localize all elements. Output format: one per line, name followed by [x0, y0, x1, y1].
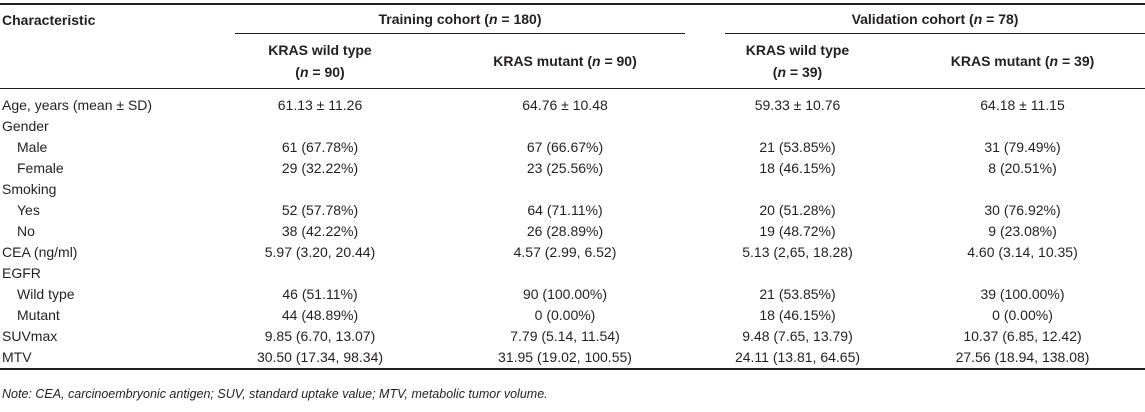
table-row: Smoking — [0, 179, 1145, 200]
row-value: 4.57 (2.99, 6.52) — [513, 244, 617, 260]
row-label: Female — [17, 160, 64, 176]
row-label: CEA (ng/ml) — [2, 244, 78, 260]
row-label: SUVmax — [2, 328, 58, 344]
row-value: 61 (67.78%) — [281, 139, 359, 155]
row-label: MTV — [0, 347, 205, 370]
row-value — [435, 263, 695, 284]
row-value: 61.13 ± 11.26 — [277, 97, 363, 113]
row-label: Wild type — [17, 286, 75, 302]
table-row: Wild type 46 (51.11%) 90 (100.00%) 21 (53.8… — [0, 284, 1145, 305]
row-value — [435, 179, 695, 200]
row-value: 31.95 (19.02, 100.55) — [435, 347, 695, 370]
header-training-kras-mutant: KRAS mutant (n = 90) — [493, 53, 637, 69]
header-empty — [0, 34, 205, 89]
row-value — [205, 179, 435, 200]
header-training-cohort: Training cohort (n = 180) — [205, 4, 695, 34]
row-value: 7.79 (5.14, 11.54) — [510, 328, 620, 344]
row-value — [900, 179, 1145, 200]
row-value: 19 (48.72%) — [759, 223, 836, 239]
table-row: Male 61 (67.78%) 67 (66.67%) 21 (53.85%) 31 … — [0, 137, 1145, 158]
row-label: Gender — [2, 118, 49, 134]
header-validation-cohort: Validation cohort (n = 78) — [695, 4, 1145, 34]
row-value — [695, 179, 900, 200]
header-validation-kras-mutant: KRAS mutant (n = 39) — [950, 53, 1095, 69]
row-value: 23 (25.56%) — [526, 160, 604, 176]
row-value — [205, 263, 435, 284]
row-value: 18 (46.15%) — [759, 307, 836, 323]
row-value: 27.56 (18.94, 138.08) — [900, 347, 1145, 370]
row-label: Male — [17, 139, 48, 155]
row-value: 39 (100.00%) — [980, 286, 1065, 302]
row-value: 0 (0.00%) — [534, 307, 596, 323]
table-row: Gender — [0, 116, 1145, 137]
row-value: 4.60 (3.14, 10.35) — [967, 244, 1078, 260]
row-value: 20 (51.28%) — [759, 202, 836, 218]
row-value — [435, 116, 695, 137]
table-row: MTV 30.50 (17.34, 98.34) 31.95 (19.02, 100… — [0, 347, 1145, 370]
row-value — [900, 116, 1145, 137]
row-value: 64.76 ± 10.48 — [522, 97, 608, 113]
row-label: No — [17, 223, 35, 239]
row-value: 9 (23.08%) — [988, 223, 1057, 239]
row-label: Smoking — [2, 181, 57, 197]
table-row: Mutant 44 (48.89%) 0 (0.00%) 18 (46.15%) 0 (… — [0, 305, 1145, 326]
row-value: 26 (28.89%) — [526, 223, 604, 239]
header-row-groups: Characteristic Training cohort (n = 180)… — [0, 4, 1145, 34]
table-row: CEA (ng/ml) 5.97 (3.20, 20.44) 4.57 (2.99,… — [0, 242, 1145, 263]
header-row-subgroups: KRAS wild type (n = 90) KRAS mutant (n =… — [0, 34, 1145, 89]
row-value: 5.97 (3.20, 20.44) — [264, 244, 376, 260]
training-cohort-label: Training cohort (n = 180) — [235, 5, 685, 34]
row-value: 64 (71.11%) — [527, 202, 603, 218]
table-row: No 38 (42.22%) 26 (28.89%) 19 (48.72%) 9 (23… — [0, 221, 1145, 242]
row-value: 30.50 (17.34, 98.34) — [205, 347, 435, 370]
table-row: Female 29 (32.22%) 23 (25.56%) 18 (46.15%) 8… — [0, 158, 1145, 179]
row-value: 9.85 (6.70, 13.07) — [264, 328, 376, 344]
header-characteristic: Characteristic — [2, 11, 96, 28]
table-note: Note: CEA, carcinoembryonic antigen; SUV… — [2, 387, 548, 401]
row-value: 10.37 (6.85, 12.42) — [963, 328, 1082, 344]
row-value: 21 (53.85%) — [759, 286, 836, 302]
row-label: Mutant — [17, 307, 60, 323]
row-value — [695, 263, 900, 284]
row-value — [205, 116, 435, 137]
row-value: 9.48 (7.65, 13.79) — [742, 328, 853, 344]
row-value: 21 (53.85%) — [759, 139, 836, 155]
row-value: 31 (79.49%) — [984, 139, 1061, 155]
table-body: Age, years (mean ± SD) 61.13 ± 11.26 64.76… — [0, 89, 1145, 370]
header-validation-kras-wild: KRAS wild type (n = 39) — [745, 42, 850, 80]
row-value: 5.13 (2,65, 18.28) — [742, 244, 853, 260]
row-value: 18 (46.15%) — [759, 160, 836, 176]
row-value — [900, 263, 1145, 284]
row-value: 29 (32.22%) — [281, 160, 359, 176]
row-value: 38 (42.22%) — [281, 223, 359, 239]
row-value: 0 (0.00%) — [992, 307, 1053, 323]
row-value: 46 (51.11%) — [282, 286, 358, 302]
row-value: 44 (48.89%) — [281, 307, 359, 323]
characteristics-table: Characteristic Training cohort (n = 180)… — [0, 3, 1145, 370]
row-value: 8 (20.51%) — [988, 160, 1057, 176]
row-value: 90 (100.00%) — [522, 286, 608, 302]
table-row: Yes 52 (57.78%) 64 (71.11%) 20 (51.28%) 30 (… — [0, 200, 1145, 221]
row-value: 52 (57.78%) — [281, 202, 359, 218]
row-value: 59.33 ± 10.76 — [754, 97, 841, 113]
row-label: EGFR — [2, 265, 41, 281]
row-value: 67 (66.67%) — [526, 139, 604, 155]
row-value — [695, 116, 900, 137]
row-value: 30 (76.92%) — [984, 202, 1061, 218]
table-row: EGFR — [0, 263, 1145, 284]
row-label: Yes — [17, 202, 40, 218]
row-value: 64.18 ± 11.15 — [980, 97, 1065, 113]
row-label: Age, years (mean ± SD) — [2, 97, 153, 113]
table-row: Age, years (mean ± SD) 61.13 ± 11.26 64.76… — [0, 95, 1145, 116]
validation-cohort-label: Validation cohort (n = 78) — [725, 5, 1145, 34]
table-row: SUVmax 9.85 (6.70, 13.07) 7.79 (5.14, 11.5… — [0, 326, 1145, 347]
header-training-kras-wild: KRAS wild type (n = 90) — [268, 42, 372, 80]
row-value: 24.11 (13.81, 64.65) — [695, 347, 900, 370]
